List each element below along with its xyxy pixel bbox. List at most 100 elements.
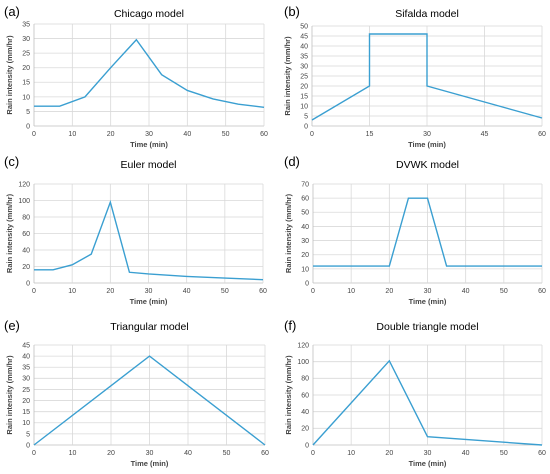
- x-tick-label: 40: [184, 450, 192, 457]
- panel-label: (c): [4, 154, 19, 169]
- y-tick-label: 80: [22, 214, 30, 221]
- x-tick-label: 30: [146, 450, 154, 457]
- chart-title: DVWK model: [396, 159, 459, 171]
- x-tick-label: 20: [106, 288, 114, 295]
- y-tick-label: 25: [22, 51, 30, 58]
- y-axis-title: Rain intensity (mm/hr): [284, 355, 293, 435]
- chart-panel: (d) DVWK model 0 10 20 30 40 50 60 70 0 10 20 30 40 50 6…: [284, 154, 546, 306]
- y-tick-label: 50: [301, 210, 309, 217]
- y-tick-label: 45: [22, 342, 30, 349]
- series-line: [312, 359, 543, 446]
- x-tick-label: 30: [145, 288, 153, 295]
- y-tick-label: 100: [297, 359, 309, 366]
- y-tick-label: 20: [301, 426, 309, 433]
- x-tick-label: 60: [259, 288, 267, 295]
- chart-panel: (a) Chicago model 0 5 10 15 20 25 30 35 0 10 20 30 40 5…: [4, 4, 268, 149]
- x-tick-label: 20: [107, 450, 115, 457]
- y-tick-label: 20: [300, 83, 308, 90]
- y-tick-label: 20: [22, 65, 30, 72]
- y-tick-label: 45: [300, 33, 308, 40]
- y-tick-label: 30: [301, 238, 309, 245]
- x-tick-label: 30: [145, 131, 153, 138]
- x-tick-label: 20: [107, 131, 115, 138]
- x-tick-label: 0: [32, 131, 36, 138]
- y-tick-label: 5: [26, 109, 30, 116]
- chart-panel: (e) Triangular model 0 5 10 15 20 25 30 35 40 45 0 10…: [4, 318, 269, 468]
- y-tick-label: 20: [22, 398, 30, 405]
- panel-label: (d): [284, 154, 300, 169]
- x-tick-label: 60: [261, 450, 269, 457]
- panel-label: (e): [4, 318, 20, 333]
- y-tick-label: 30: [22, 376, 30, 383]
- y-tick-label: 40: [301, 224, 309, 231]
- x-tick-label: 0: [311, 288, 315, 295]
- y-tick-label: 60: [301, 392, 309, 399]
- y-tick-label: 120: [18, 181, 30, 188]
- y-tick-label: 60: [22, 231, 30, 238]
- x-tick-label: 50: [222, 131, 230, 138]
- series-line: [34, 38, 265, 109]
- series-line: [34, 199, 264, 281]
- y-tick-label: 0: [26, 442, 30, 449]
- chart-panel: (c) Euler model 0 20 40 60 80 100 120 0 10 20 30 40 50…: [4, 154, 267, 306]
- y-axis-title: Rain intensity (mm/hr): [284, 193, 293, 273]
- chart-panel: (b) Sifalda model 0 5 10 15 20 25 30 35 40 45 50 0 15 3…: [283, 4, 546, 149]
- x-tick-label: 50: [500, 288, 508, 295]
- x-tick-label: 60: [260, 131, 268, 138]
- x-tick-label: 15: [366, 131, 374, 138]
- y-tick-label: 0: [304, 123, 308, 130]
- x-tick-label: 0: [310, 131, 314, 138]
- x-tick-label: 0: [32, 288, 36, 295]
- y-tick-label: 5: [304, 113, 308, 120]
- y-tick-label: 35: [300, 53, 308, 60]
- y-tick-label: 10: [301, 266, 309, 273]
- y-axis-title: Rain intensity (mm/hr): [5, 193, 14, 273]
- x-tick-label: 20: [385, 450, 393, 457]
- x-axis-title: Time (min): [408, 140, 446, 149]
- x-tick-label: 10: [347, 450, 355, 457]
- y-tick-label: 0: [305, 280, 309, 287]
- y-tick-label: 35: [22, 21, 30, 28]
- y-tick-label: 30: [300, 63, 308, 70]
- y-tick-label: 120: [297, 342, 309, 349]
- x-tick-label: 40: [462, 450, 470, 457]
- y-tick-label: 50: [300, 23, 308, 30]
- x-axis-title: Time (min): [409, 297, 447, 306]
- y-tick-label: 60: [301, 196, 309, 203]
- x-axis-title: Time (min): [131, 459, 169, 468]
- x-tick-label: 40: [183, 288, 191, 295]
- x-tick-label: 10: [347, 288, 355, 295]
- chart-title: Euler model: [120, 159, 176, 171]
- x-tick-label: 0: [32, 450, 36, 457]
- y-tick-label: 25: [22, 387, 30, 394]
- x-tick-label: 60: [538, 288, 546, 295]
- y-tick-label: 10: [300, 103, 308, 110]
- x-tick-label: 45: [481, 131, 489, 138]
- x-axis-title: Time (min): [130, 140, 168, 149]
- x-tick-label: 40: [462, 288, 470, 295]
- y-tick-label: 20: [301, 252, 309, 259]
- chart-title: Double triangle model: [376, 321, 478, 333]
- chart-title: Chicago model: [114, 8, 184, 20]
- x-tick-label: 30: [423, 131, 431, 138]
- x-tick-label: 40: [183, 131, 191, 138]
- x-tick-label: 50: [500, 450, 508, 457]
- y-axis-title: Rain intensity (mm/hr): [5, 35, 14, 115]
- x-tick-label: 50: [223, 450, 231, 457]
- x-tick-label: 30: [424, 288, 432, 295]
- chart-panel: (f) Double triangle model 0 20 40 60 80 100 120 0…: [284, 318, 546, 468]
- y-tick-label: 40: [301, 409, 309, 416]
- y-tick-label: 100: [18, 198, 30, 205]
- series-line: [313, 197, 542, 267]
- chart-title: Triangular model: [110, 321, 188, 333]
- series-line: [33, 355, 266, 446]
- x-tick-label: 0: [311, 450, 315, 457]
- y-tick-label: 0: [26, 280, 30, 287]
- y-tick-label: 10: [22, 420, 30, 427]
- y-tick-label: 30: [22, 36, 30, 43]
- y-axis-title: Rain intensity (mm/hr): [283, 36, 292, 116]
- x-axis-title: Time (min): [409, 459, 447, 468]
- y-axis-title: Rain intensity (mm/hr): [5, 355, 14, 435]
- x-tick-label: 60: [538, 131, 546, 138]
